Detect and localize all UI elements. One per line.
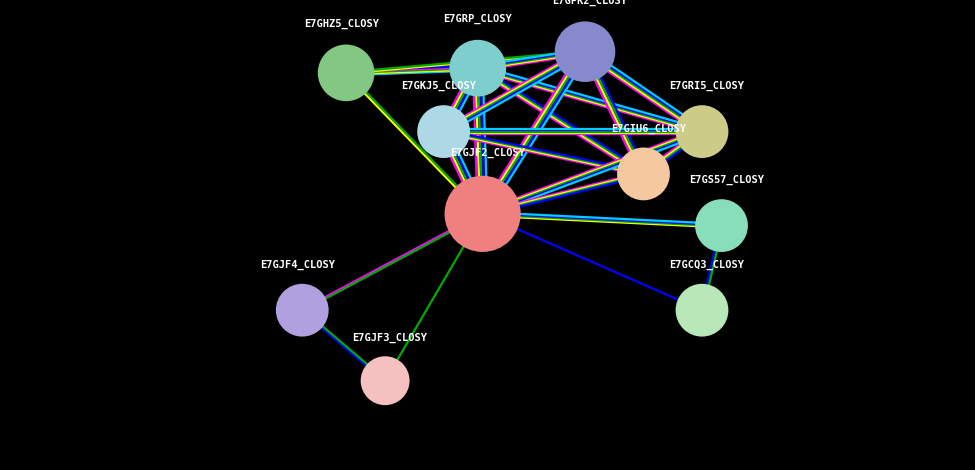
- Text: E7GKJ5_CLOSY: E7GKJ5_CLOSY: [402, 81, 476, 91]
- Ellipse shape: [446, 177, 520, 251]
- Ellipse shape: [677, 285, 727, 336]
- Text: E7GCQ3_CLOSY: E7GCQ3_CLOSY: [670, 259, 744, 270]
- Text: E7GJF4_CLOSY: E7GJF4_CLOSY: [260, 259, 334, 270]
- Text: E7GS57_CLOSY: E7GS57_CLOSY: [689, 175, 763, 185]
- Text: E7GJF2_CLOSY: E7GJF2_CLOSY: [450, 148, 525, 158]
- Ellipse shape: [362, 357, 409, 404]
- Text: E7GHZ5_CLOSY: E7GHZ5_CLOSY: [304, 19, 378, 29]
- Ellipse shape: [277, 285, 328, 336]
- Text: E7GIU6_CLOSY: E7GIU6_CLOSY: [611, 123, 685, 133]
- Ellipse shape: [418, 106, 469, 157]
- Ellipse shape: [696, 200, 747, 251]
- Text: E7GRI5_CLOSY: E7GRI5_CLOSY: [670, 81, 744, 91]
- Ellipse shape: [319, 46, 373, 100]
- Ellipse shape: [677, 106, 727, 157]
- Text: E7GJF3_CLOSY: E7GJF3_CLOSY: [353, 333, 427, 343]
- Ellipse shape: [450, 41, 505, 95]
- Ellipse shape: [556, 23, 614, 81]
- Text: E7GRP_CLOSY: E7GRP_CLOSY: [444, 14, 512, 24]
- Text: E7GPK2_CLOSY: E7GPK2_CLOSY: [553, 0, 627, 6]
- Ellipse shape: [618, 149, 669, 199]
